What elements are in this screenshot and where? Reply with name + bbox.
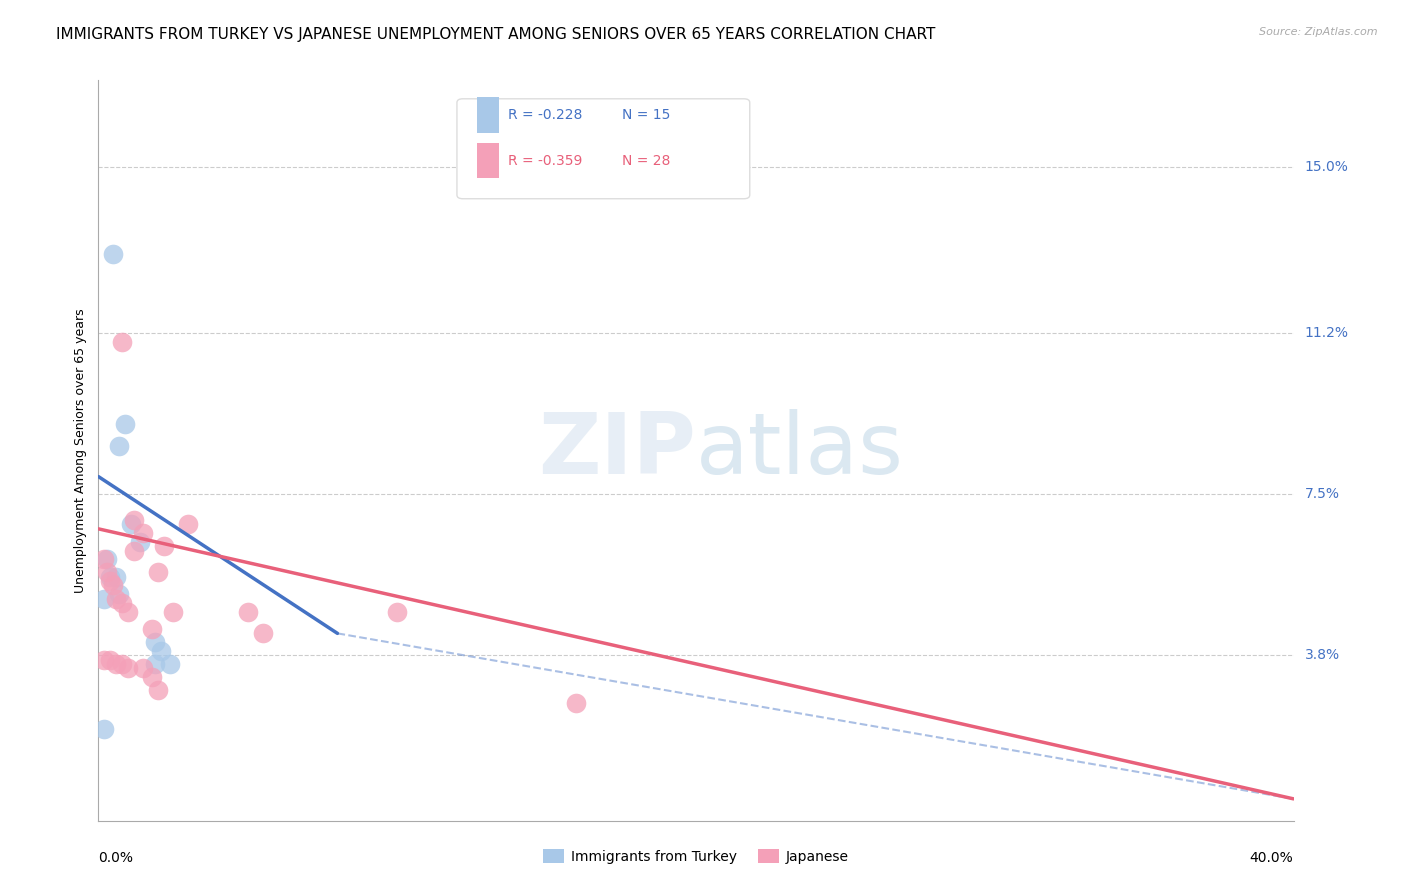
Legend: Immigrants from Turkey, Japanese: Immigrants from Turkey, Japanese: [537, 844, 855, 869]
Y-axis label: Unemployment Among Seniors over 65 years: Unemployment Among Seniors over 65 years: [75, 308, 87, 593]
Point: [103, 247, 125, 261]
Point: [98, 570, 122, 584]
Text: 0.0%: 0.0%: [98, 851, 134, 865]
Text: R = -0.359: R = -0.359: [509, 153, 582, 168]
Text: IMMIGRANTS FROM TURKEY VS JAPANESE UNEMPLOYMENT AMONG SENIORS OVER 65 YEARS CORR: IMMIGRANTS FROM TURKEY VS JAPANESE UNEMP…: [56, 27, 935, 42]
Point: [132, 526, 155, 541]
Text: 3.8%: 3.8%: [1305, 648, 1340, 662]
Point: [117, 661, 139, 675]
Point: [150, 644, 173, 658]
Point: [93, 591, 115, 606]
Point: [141, 622, 163, 636]
Point: [103, 578, 125, 592]
Point: [108, 439, 131, 453]
Text: 7.5%: 7.5%: [1305, 487, 1340, 501]
Point: [143, 635, 166, 649]
Point: [111, 596, 134, 610]
Text: 11.2%: 11.2%: [1305, 326, 1348, 340]
Point: [143, 657, 166, 671]
Point: [236, 605, 259, 619]
Point: [565, 696, 588, 710]
Bar: [477, 143, 499, 178]
Point: [141, 670, 163, 684]
Point: [124, 513, 146, 527]
Text: R = -0.228: R = -0.228: [509, 108, 582, 122]
Point: [93, 652, 115, 666]
Point: [93, 552, 115, 566]
Point: [96, 566, 118, 580]
Point: [105, 657, 128, 671]
Point: [159, 657, 181, 671]
Point: [117, 605, 139, 619]
Text: N = 28: N = 28: [621, 153, 671, 168]
Text: Source: ZipAtlas.com: Source: ZipAtlas.com: [1260, 27, 1378, 37]
Point: [148, 566, 170, 580]
Point: [124, 543, 146, 558]
Point: [108, 587, 131, 601]
Text: 40.0%: 40.0%: [1250, 851, 1294, 865]
Point: [105, 570, 128, 584]
Point: [120, 517, 142, 532]
Point: [177, 517, 200, 532]
Bar: [477, 97, 499, 133]
Text: ZIP: ZIP: [538, 409, 696, 492]
Point: [114, 417, 136, 432]
Point: [129, 535, 152, 549]
Text: 15.0%: 15.0%: [1305, 161, 1348, 174]
Point: [252, 626, 274, 640]
Point: [132, 661, 155, 675]
Point: [98, 574, 122, 588]
Point: [96, 552, 118, 566]
Point: [105, 591, 128, 606]
Point: [93, 722, 115, 736]
Point: [98, 652, 122, 666]
Point: [162, 605, 184, 619]
Point: [111, 334, 134, 349]
Point: [111, 657, 134, 671]
FancyBboxPatch shape: [457, 99, 749, 199]
Point: [153, 539, 176, 553]
Point: [385, 605, 409, 619]
Point: [148, 683, 170, 698]
Text: atlas: atlas: [696, 409, 904, 492]
Text: N = 15: N = 15: [621, 108, 671, 122]
